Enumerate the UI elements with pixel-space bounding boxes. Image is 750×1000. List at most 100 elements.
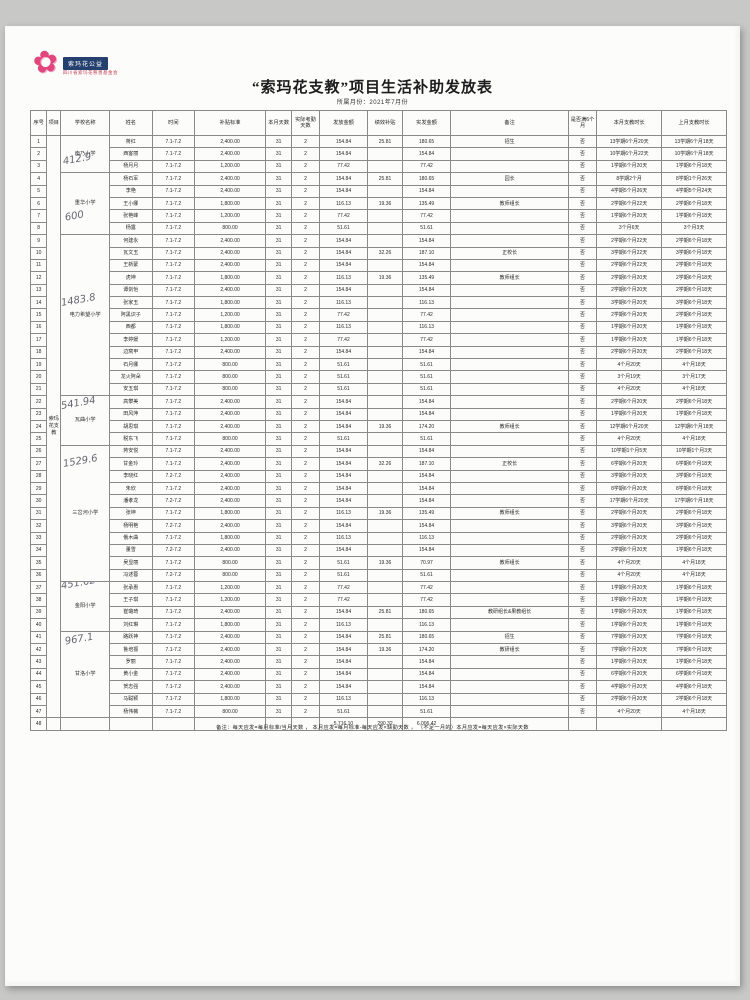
teacher-name: 张家玉 — [109, 296, 153, 310]
subsidy-standard: 800.00 — [194, 556, 266, 570]
subsidy-standard: 2,400.00 — [194, 345, 266, 360]
school-name-cell: 电力希望小学 1483.8 — [60, 234, 110, 397]
row-number: 16 — [29, 320, 48, 335]
subsidy-standard: 2,400.00 — [194, 407, 266, 422]
attendance-days: 2 — [291, 246, 320, 260]
full-six-months-flag: 否 — [567, 581, 598, 595]
handwritten-total: 1483.8 — [60, 292, 97, 310]
subsidy-standard: 2,400.00 — [194, 655, 266, 669]
attendance-days: 2 — [291, 704, 320, 719]
performance-bonus — [367, 395, 403, 409]
remark-cell: 教师组长 — [450, 271, 569, 285]
row-number: 4 — [29, 172, 48, 186]
row-number: 38 — [29, 593, 48, 607]
time-range: 7.2-7.2 — [151, 568, 196, 583]
performance-bonus — [367, 444, 403, 459]
teacher-name: 黄小金 — [109, 667, 153, 682]
performance-bonus — [367, 568, 403, 583]
remark-cell: 教研组长&果教组长 — [450, 605, 569, 620]
attendance-days: 2 — [291, 618, 320, 632]
actual-amount: 154.84 — [401, 667, 452, 682]
attendance-days: 2 — [291, 333, 320, 347]
table-row: 16 西都 7.1-7.2 1,800.00 31 2 116.13 116.13 否 1学期6个… — [29, 320, 727, 335]
month-days: 31 — [264, 258, 293, 273]
remark-cell — [450, 358, 569, 372]
logo-box-text: 索玛花公益 — [63, 57, 109, 70]
current-teaching-duration: 2学期6个月20天 — [596, 692, 663, 706]
row-number: 43 — [29, 655, 48, 669]
performance-bonus: 19.36 — [367, 196, 403, 211]
month-days: 31 — [264, 568, 293, 583]
column-header: 备注 — [450, 110, 569, 136]
table-row: 25 税东飞 7.1-7.2 800.00 31 2 51.61 51.61 否 4个月20天 4个… — [29, 432, 727, 446]
performance-bonus — [367, 283, 403, 298]
teacher-name: 崔璐琦 — [109, 605, 153, 620]
attendance-days: 2 — [291, 345, 320, 360]
attendance-days: 2 — [291, 134, 320, 149]
time-range: 7.1-7.2 — [151, 444, 196, 459]
row-number: 25 — [29, 432, 48, 446]
row-number: 27 — [29, 457, 48, 471]
teacher-name: 潘孝龙 — [109, 494, 153, 508]
full-six-months-flag: 否 — [567, 432, 598, 446]
month-days: 31 — [264, 618, 293, 632]
full-six-months-flag: 否 — [567, 370, 598, 384]
row-number: 15 — [29, 308, 48, 322]
month-days: 31 — [264, 320, 293, 335]
teacher-name: 杨石军 — [109, 172, 153, 186]
current-teaching-duration: 6学期6个月20天 — [596, 457, 663, 471]
issued-amount: 154.84 — [318, 655, 369, 669]
current-teaching-duration: 2学期6个月22天 — [596, 196, 663, 211]
actual-amount: 51.61 — [401, 432, 452, 446]
subsidy-standard: 1,800.00 — [194, 320, 266, 335]
month-days: 31 — [264, 172, 293, 186]
remark-cell — [450, 407, 569, 422]
actual-amount: 77.42 — [401, 581, 452, 595]
subsidy-standard: 2,400.00 — [194, 605, 266, 620]
full-six-months-flag: 否 — [567, 246, 598, 260]
issued-amount: 154.84 — [318, 234, 369, 248]
performance-bonus: 32.26 — [367, 246, 403, 260]
previous-teaching-duration: 1学期6个月18天 — [661, 605, 727, 620]
attendance-days: 2 — [291, 320, 320, 335]
subsidy-standard: 1,200.00 — [194, 209, 266, 223]
full-six-months-flag: 否 — [567, 494, 598, 508]
actual-amount: 154.84 — [401, 283, 452, 298]
month-days: 31 — [264, 531, 293, 545]
subsidy-standard: 800.00 — [194, 358, 266, 372]
time-range: 7.1-7.2 — [151, 308, 196, 322]
previous-teaching-duration: 6学期6个月18天 — [661, 667, 727, 682]
row-number: 30 — [29, 494, 48, 508]
formula-footnote: 备注：每天应发=每月标准/当月天数 ， 本月应发=每月标准-每天应发×缺勤天数 … — [216, 725, 529, 731]
teacher-name: 张艳峰 — [109, 209, 153, 223]
teacher-name: 何建永 — [109, 234, 153, 248]
issued-amount: 154.84 — [318, 543, 369, 558]
attendance-days: 2 — [291, 494, 320, 508]
remark-cell: 招生 — [450, 134, 569, 149]
performance-bonus — [367, 345, 403, 360]
previous-teaching-duration: 1学期6个月18天 — [661, 407, 727, 422]
previous-teaching-duration: 2学期6个月18天 — [661, 692, 727, 706]
current-teaching-duration: 1学期6个月20天 — [596, 581, 663, 595]
full-six-months-flag: 否 — [567, 258, 598, 273]
attendance-days: 2 — [291, 271, 320, 285]
row-number: 8 — [29, 221, 48, 236]
project-cell: 索玛花支教 — [46, 134, 62, 719]
remark-cell — [450, 481, 569, 496]
subsidy-standard: 2,400.00 — [194, 234, 266, 248]
subsidy-standard: 2,400.00 — [194, 667, 266, 682]
performance-bonus — [367, 221, 403, 236]
subsidy-standard: 2,400.00 — [194, 147, 266, 161]
current-teaching-duration: 4个月20天 — [596, 704, 663, 719]
subsidy-standard: 800.00 — [194, 221, 266, 236]
table-row: 1 索玛花支教 南乃小学 412.9 蒋红 7.1-7.2 2,400.00 31 2 154.8… — [29, 134, 727, 719]
month-days: 31 — [264, 147, 293, 161]
attendance-days: 2 — [291, 196, 320, 211]
current-teaching-duration: 7学期6个月20天 — [596, 642, 663, 657]
issued-amount: 154.84 — [318, 494, 369, 508]
actual-amount: 116.13 — [401, 692, 452, 706]
actual-amount: 51.61 — [401, 358, 452, 372]
teacher-name: 杨露 — [109, 221, 153, 236]
column-header: 绩效补贴 — [367, 110, 403, 136]
full-six-months-flag: 否 — [567, 481, 598, 496]
